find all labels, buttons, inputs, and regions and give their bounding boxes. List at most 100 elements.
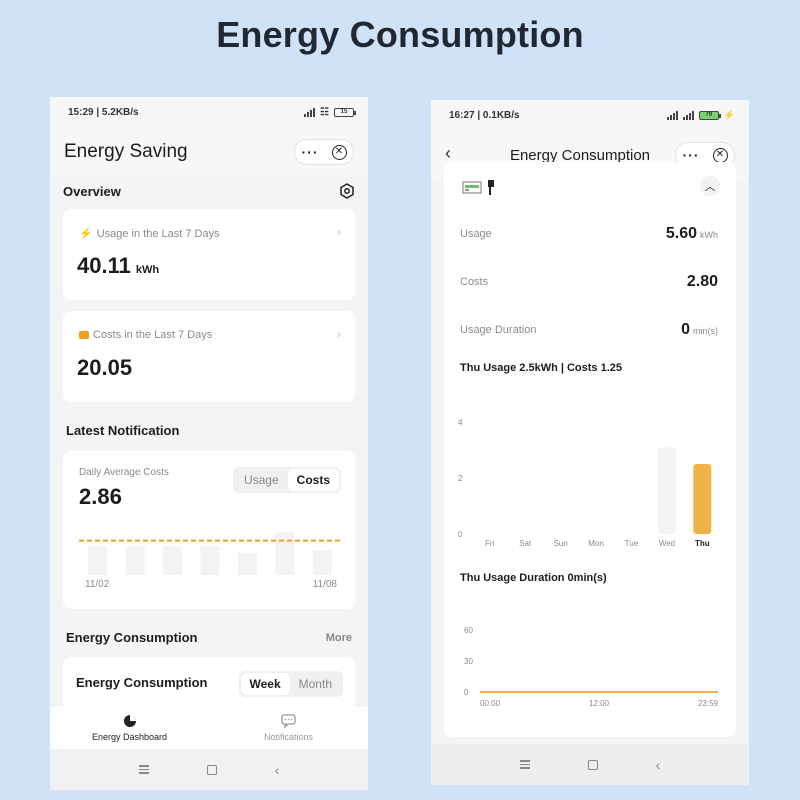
x-tick-label: 23:59	[698, 699, 719, 708]
energy-section-header: Energy Consumption More	[66, 630, 352, 645]
page-title: Energy Consumption	[509, 146, 651, 164]
status-bar: 16:27 | 0.1KB/s 79 ⚡	[431, 100, 749, 130]
right-phone-screen: 16:27 | 0.1KB/s 79 ⚡ ‹ Energy Consumptio…	[431, 100, 749, 785]
mini-bar	[237, 553, 257, 575]
nav-energy-dashboard[interactable]: Energy Dashboard	[50, 707, 209, 749]
usage-bar-chart: 4 2 0 Fri Sat Sun Mon Tue Wed Thu	[454, 412, 724, 552]
app-header: Energy Saving ··· ✕	[50, 127, 368, 177]
daily-average-label: Daily Average Costs	[79, 467, 169, 478]
mini-bar	[312, 550, 332, 575]
message-icon	[281, 714, 296, 728]
notification-card: Daily Average Costs 2.86 Usage Costs 11/…	[63, 451, 355, 609]
stat-row-usage: Usage 5.60 kWh	[460, 210, 718, 258]
usage-card-value: 40.11	[77, 253, 131, 278]
menu-icon[interactable]	[519, 760, 530, 769]
tab-usage[interactable]: Usage	[243, 473, 279, 487]
usage-chart-title: Thu Usage 2.5kWh | Costs 1.25	[460, 362, 623, 374]
x-tick-label: Fri	[485, 539, 495, 548]
plug-device-icon	[488, 180, 494, 195]
x-tick-label: Sat	[519, 539, 532, 548]
usage-bar[interactable]	[693, 464, 712, 534]
y-tick-label: 2	[458, 474, 463, 483]
nav-notifications[interactable]: Notifications	[209, 707, 368, 749]
status-time: 15:29 | 5.2KB/s	[68, 106, 139, 118]
y-tick-label: 0	[464, 688, 469, 697]
chevron-right-icon: ›	[337, 327, 341, 341]
battery-icon: 79	[698, 110, 721, 120]
stat-row-costs: Costs 2.80	[460, 258, 718, 306]
stat-label: Costs	[460, 276, 489, 288]
stat-row-duration: Usage Duration 0 min(s)	[460, 306, 718, 354]
y-tick-label: 60	[464, 626, 473, 635]
usage-bar[interactable]	[657, 447, 676, 534]
back-arrow-icon[interactable]: ‹	[445, 143, 451, 163]
usage-card[interactable]: ⚡ Usage in the Last 7 Days › 40.11 kWh	[63, 209, 355, 300]
stat-value: 5.60	[665, 225, 697, 242]
back-icon[interactable]: ‹	[274, 761, 280, 778]
x-end-label: 11/08	[312, 579, 337, 590]
energy-card-title: Energy Consumption	[76, 675, 208, 690]
signal-icon	[304, 107, 316, 117]
charging-icon: ⚡	[723, 109, 735, 120]
x-tick-label: 00:00	[480, 699, 501, 708]
tab-month[interactable]: Month	[298, 677, 332, 691]
week-month-toggle[interactable]: Week Month	[238, 671, 343, 697]
settings-icon[interactable]	[339, 183, 355, 199]
home-icon[interactable]	[587, 759, 598, 770]
x-tick-label: Thu	[695, 539, 710, 548]
chevron-right-icon: ›	[337, 225, 341, 239]
mini-bar	[200, 546, 220, 575]
stat-label: Usage Duration	[460, 324, 537, 336]
x-tick-label: Mon	[588, 539, 604, 548]
mini-bar	[275, 532, 295, 575]
tab-week[interactable]: Week	[240, 673, 290, 695]
stat-unit: kWh	[700, 230, 718, 240]
close-icon[interactable]: ✕	[331, 144, 347, 160]
x-tick-label: Tue	[625, 539, 639, 548]
mini-bar	[88, 546, 108, 575]
coin-icon	[79, 331, 89, 339]
stat-label: Usage	[460, 228, 492, 240]
mini-program-capsule: ··· ✕	[294, 139, 354, 165]
more-menu-button[interactable]: ···	[301, 144, 319, 160]
system-nav-bar: ‹	[431, 744, 749, 785]
more-link[interactable]: More	[325, 631, 352, 644]
y-tick-label: 0	[458, 530, 463, 539]
nav-label: Energy Dashboard	[91, 732, 168, 742]
usage-card-label: Usage in the Last 7 Days	[96, 227, 220, 240]
system-nav-bar: ‹	[50, 749, 368, 790]
lightning-icon: ⚡	[79, 228, 93, 240]
back-icon[interactable]: ‹	[655, 756, 661, 773]
duration-line-chart: 60 30 0 00:00 12:00 23:59	[454, 622, 724, 712]
tab-costs[interactable]: Costs	[287, 469, 339, 491]
home-icon[interactable]	[206, 764, 217, 775]
stats-list: Usage 5.60 kWh Costs 2.80 Usage Duration…	[460, 210, 718, 354]
status-time: 16:27 | 0.1KB/s	[449, 109, 520, 121]
pie-chart-icon	[123, 715, 136, 727]
collapse-chevron-icon[interactable]: ︿	[700, 176, 720, 196]
signal-icon	[682, 110, 694, 120]
battery-icon: 15	[334, 107, 356, 117]
menu-icon[interactable]	[138, 765, 149, 774]
banner-title: Energy Consumption	[216, 14, 584, 55]
mini-bar	[125, 546, 145, 575]
device-icons	[462, 178, 496, 196]
signal-icon	[666, 110, 678, 120]
overview-title: Overview	[63, 183, 121, 199]
latest-notification-title: Latest Notification	[66, 423, 180, 438]
bottom-nav: Energy Dashboard Notifications	[50, 707, 368, 749]
y-tick-label: 30	[464, 657, 473, 666]
energy-section-title: Energy Consumption	[66, 630, 198, 645]
usage-costs-toggle[interactable]: Usage Costs	[232, 467, 341, 493]
stat-value: 0	[681, 321, 690, 338]
x-tick-label: Sun	[553, 539, 567, 548]
overview-header: Overview	[63, 181, 355, 201]
costs-card[interactable]: Costs in the Last 7 Days › 20.05	[63, 311, 355, 402]
costs-card-value: 20.05	[77, 355, 133, 380]
usage-card-unit: kWh	[135, 264, 160, 276]
close-icon[interactable]: ✕	[712, 147, 728, 163]
stat-unit: min(s)	[693, 326, 718, 336]
mini-bar-chart	[79, 523, 341, 575]
left-phone-screen: 15:29 | 5.2KB/s ☷ 15 Energy Saving ··· ✕…	[50, 97, 368, 790]
more-menu-button[interactable]: ···	[682, 147, 700, 163]
